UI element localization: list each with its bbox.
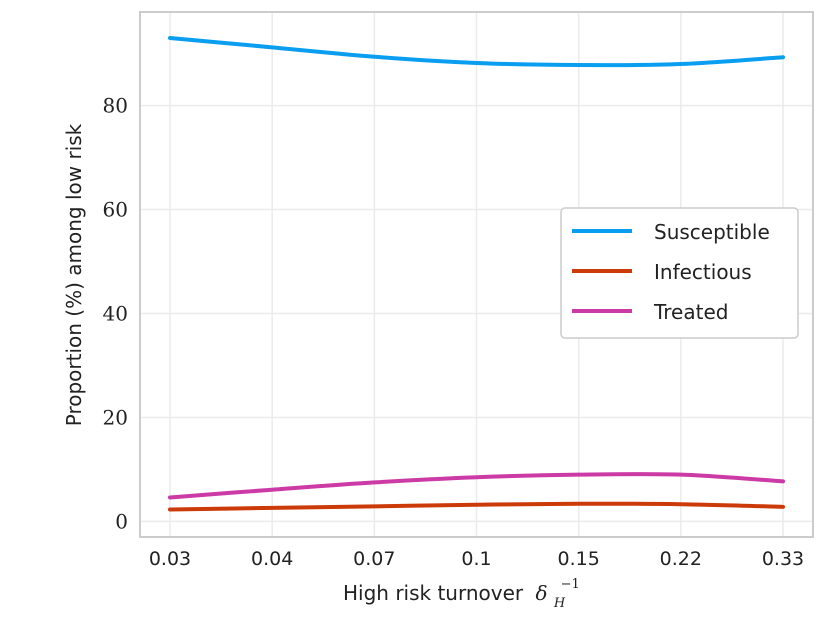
y-tick-label: 0 xyxy=(115,509,128,533)
legend: Susceptible Infectious Treated xyxy=(560,207,799,339)
legend-label-infectious: Infectious xyxy=(654,260,752,284)
x-tick-label: 0.04 xyxy=(251,548,293,570)
y-tick-label: 20 xyxy=(103,405,128,429)
grid xyxy=(140,12,813,537)
x-tick-label: 0.1 xyxy=(461,548,491,570)
series-line-susceptible xyxy=(168,35,785,68)
series-lines xyxy=(168,35,785,512)
y-tick-label: 80 xyxy=(103,94,128,118)
x-tick-label: 0.03 xyxy=(149,548,191,570)
x-tick-label: 0.33 xyxy=(762,548,804,570)
series-line-treated xyxy=(168,472,785,500)
plot-frame xyxy=(139,11,814,538)
legend-label-susceptible: Susceptible xyxy=(654,220,770,244)
y-axis-label: Proportion (%) among low risk xyxy=(62,123,86,426)
y-tick-label: 40 xyxy=(103,301,128,325)
x-axis: 0.03 0.04 0.07 0.1 0.15 0.22 0.33 xyxy=(149,548,804,570)
legend-box xyxy=(560,207,799,339)
x-tick-label: 0.07 xyxy=(353,548,395,570)
x-tick-label: 0.22 xyxy=(660,548,702,570)
x-axis-label: High risk turnover δ H −1 xyxy=(343,577,580,612)
legend-label-treated: Treated xyxy=(653,300,728,324)
y-axis: 0 20 40 60 80 xyxy=(103,94,128,534)
x-tick-label: 0.15 xyxy=(558,548,600,570)
series-line-infectious xyxy=(168,501,785,512)
y-tick-label: 60 xyxy=(103,198,128,222)
